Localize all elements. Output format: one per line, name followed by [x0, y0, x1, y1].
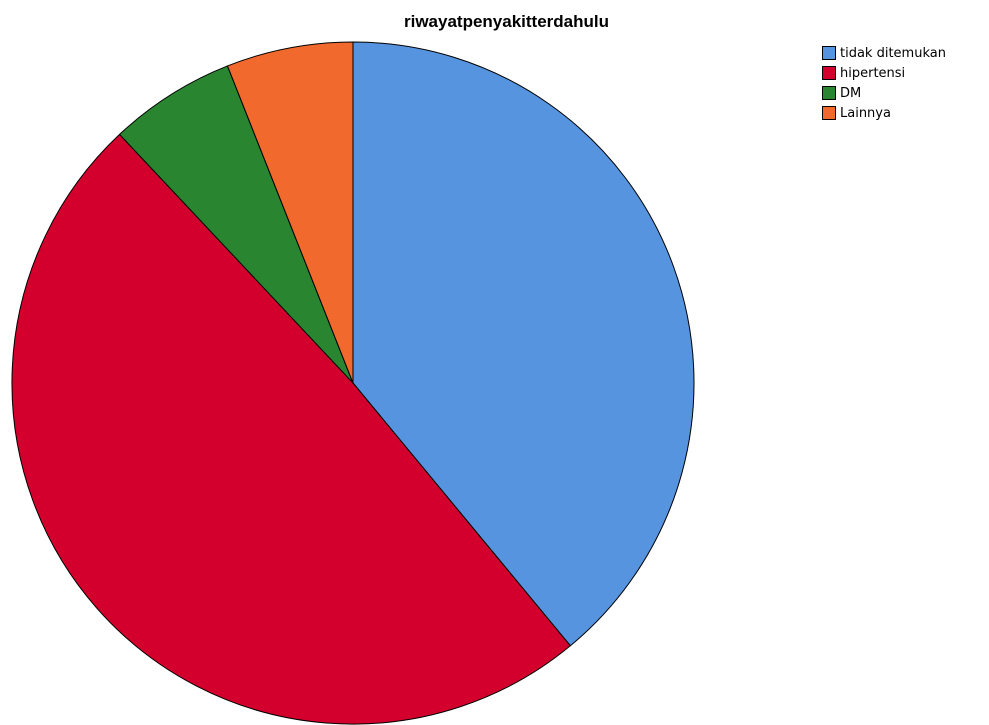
legend-swatch: [822, 106, 836, 120]
legend-item-tidak-ditemukan: tidak ditemukan: [822, 44, 946, 62]
pie-slice-lainnya: [226, 41, 354, 384]
legend-label: tidak ditemukan: [840, 45, 946, 61]
chart-title: riwayatpenyakitterdahulu: [403, 12, 609, 31]
legend-swatch: [822, 66, 836, 80]
legend-item-hipertensi: hipertensi: [822, 64, 946, 82]
legend-swatch: [822, 46, 836, 60]
legend-item-dm: DM: [822, 84, 946, 102]
legend: tidak ditemukan hipertensi DM Lainnya: [822, 44, 946, 124]
legend-label: DM: [840, 85, 862, 101]
pie-slice-hipertensi: [11, 133, 571, 725]
pie-slice-tidak-ditemukan: [352, 41, 695, 647]
legend-label: Lainnya: [840, 105, 891, 121]
pie-slice-dm: [119, 65, 354, 384]
legend-swatch: [822, 86, 836, 100]
legend-item-lainnya: Lainnya: [822, 104, 946, 122]
legend-label: hipertensi: [840, 65, 906, 81]
